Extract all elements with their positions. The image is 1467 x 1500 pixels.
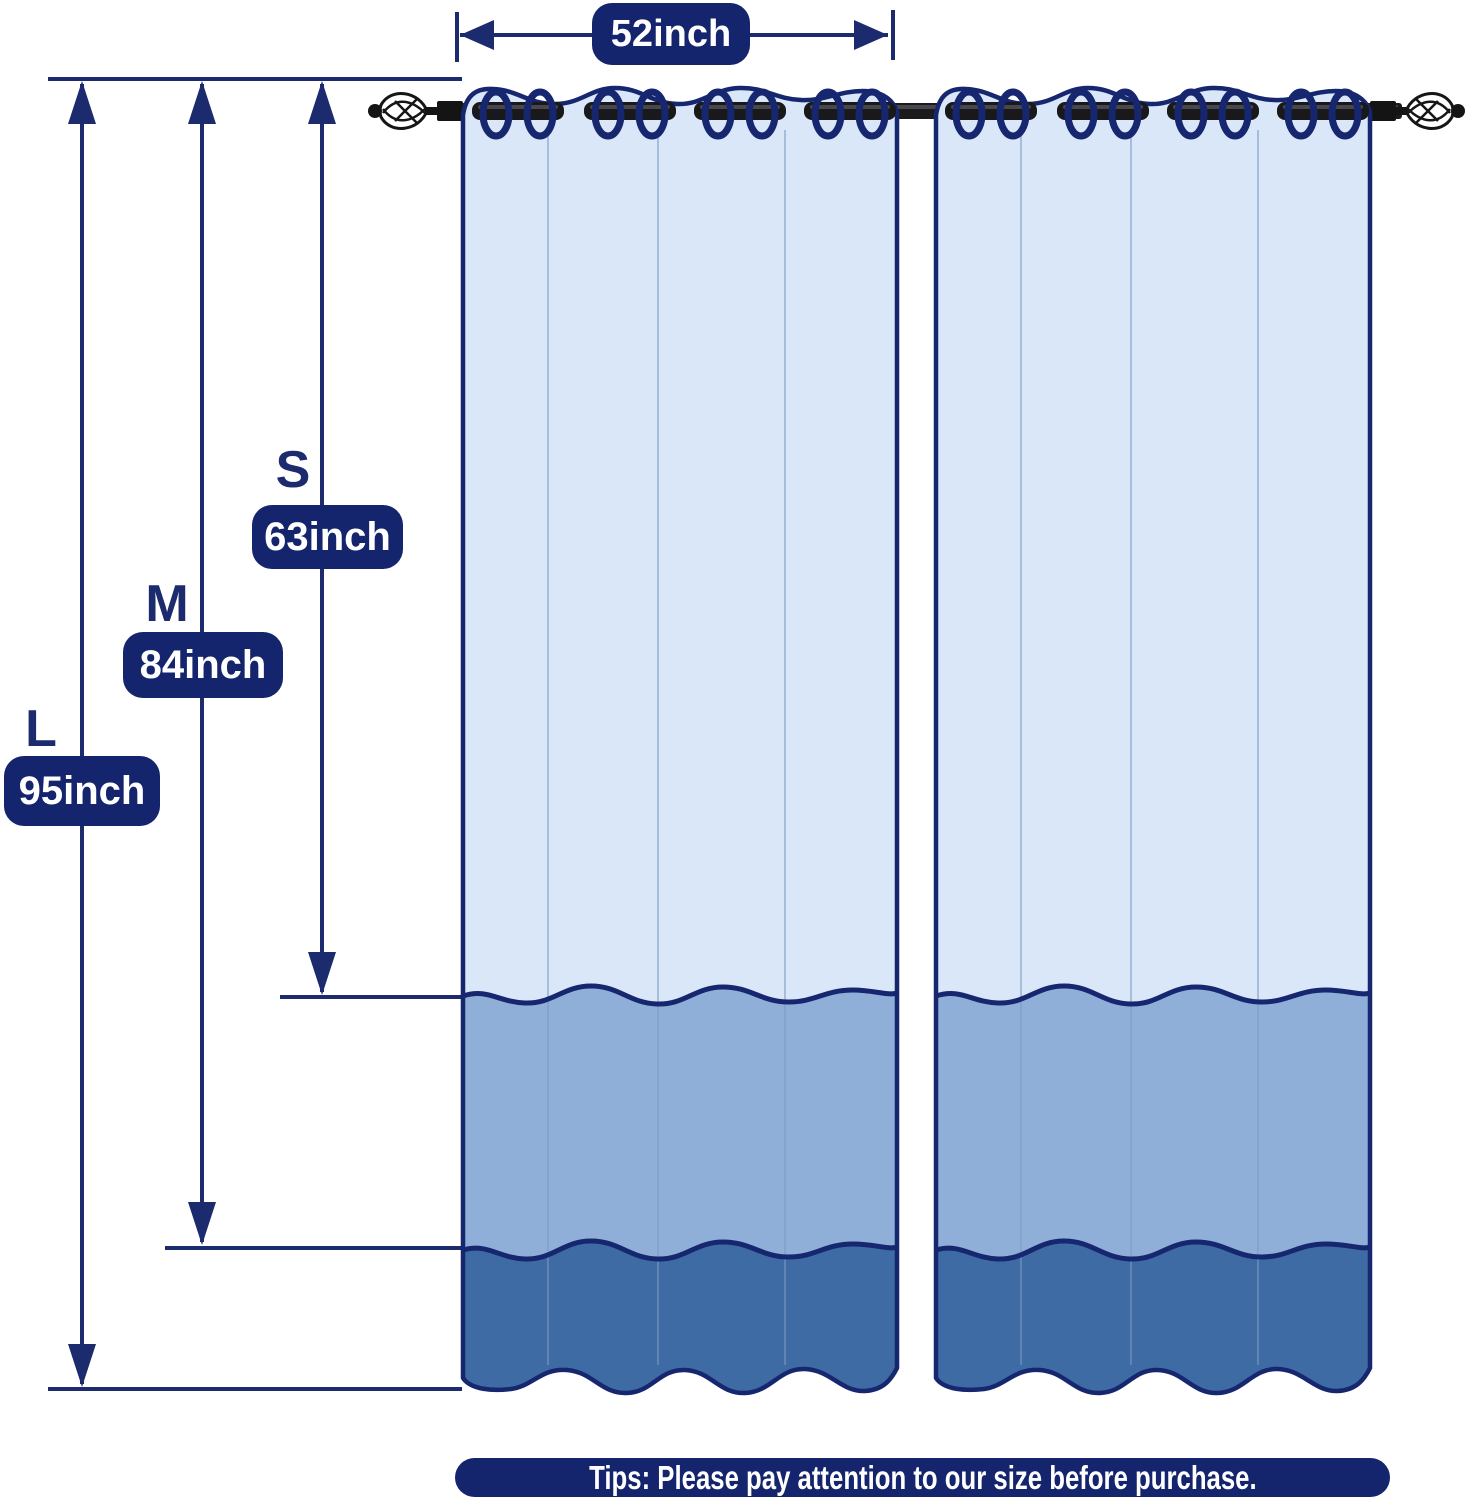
curtain-panel-left bbox=[463, 88, 897, 1393]
size-letter-m: M bbox=[145, 575, 189, 633]
finial-icon bbox=[1368, 92, 1467, 130]
tips-banner: Tips: Please pay attention to our size b… bbox=[455, 1458, 1390, 1497]
dimension-arrow-icon bbox=[854, 20, 888, 50]
size-badge-s: 63inch bbox=[252, 505, 403, 569]
size-badge-m: 84inch bbox=[123, 632, 283, 698]
size-badge-l: 95inch bbox=[4, 756, 160, 826]
size-letter-l: L bbox=[25, 700, 57, 758]
finial-icon bbox=[366, 92, 465, 130]
tips-text: Tips: Please pay attention to our size b… bbox=[588, 1458, 1257, 1496]
size-letter-s: S bbox=[275, 441, 311, 499]
width-dimension-badge: 52inch bbox=[592, 3, 750, 65]
height-dimension-l bbox=[68, 81, 96, 1387]
dimension-arrow-icon bbox=[460, 20, 494, 50]
curtain-panel-right bbox=[936, 88, 1370, 1393]
